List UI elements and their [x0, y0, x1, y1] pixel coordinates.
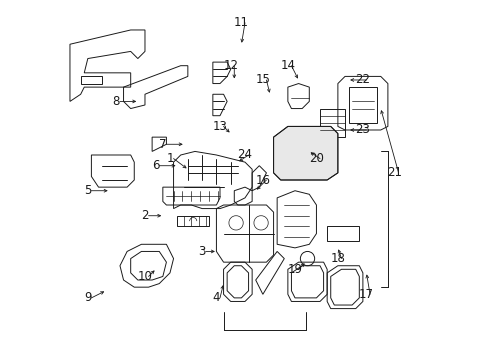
Text: 20: 20	[309, 152, 324, 165]
Text: 12: 12	[223, 59, 238, 72]
Text: 23: 23	[355, 123, 370, 136]
Text: 14: 14	[280, 59, 295, 72]
Text: 10: 10	[138, 270, 152, 283]
Text: 19: 19	[288, 263, 302, 276]
Text: 24: 24	[238, 148, 252, 162]
Text: 22: 22	[355, 73, 370, 86]
Text: 3: 3	[198, 245, 206, 258]
Text: 17: 17	[359, 288, 374, 301]
Text: 13: 13	[213, 120, 227, 133]
Text: 21: 21	[388, 166, 402, 179]
Text: 18: 18	[330, 252, 345, 265]
Text: 16: 16	[255, 174, 270, 186]
Text: 1: 1	[166, 152, 174, 165]
Text: 5: 5	[84, 184, 92, 197]
Polygon shape	[273, 126, 338, 180]
Text: 2: 2	[141, 209, 149, 222]
Text: 11: 11	[234, 16, 249, 29]
Text: 4: 4	[213, 291, 220, 305]
Text: 6: 6	[152, 159, 159, 172]
Text: 15: 15	[255, 73, 270, 86]
Text: 7: 7	[159, 138, 167, 151]
Text: 9: 9	[84, 291, 92, 305]
Text: 8: 8	[113, 95, 120, 108]
